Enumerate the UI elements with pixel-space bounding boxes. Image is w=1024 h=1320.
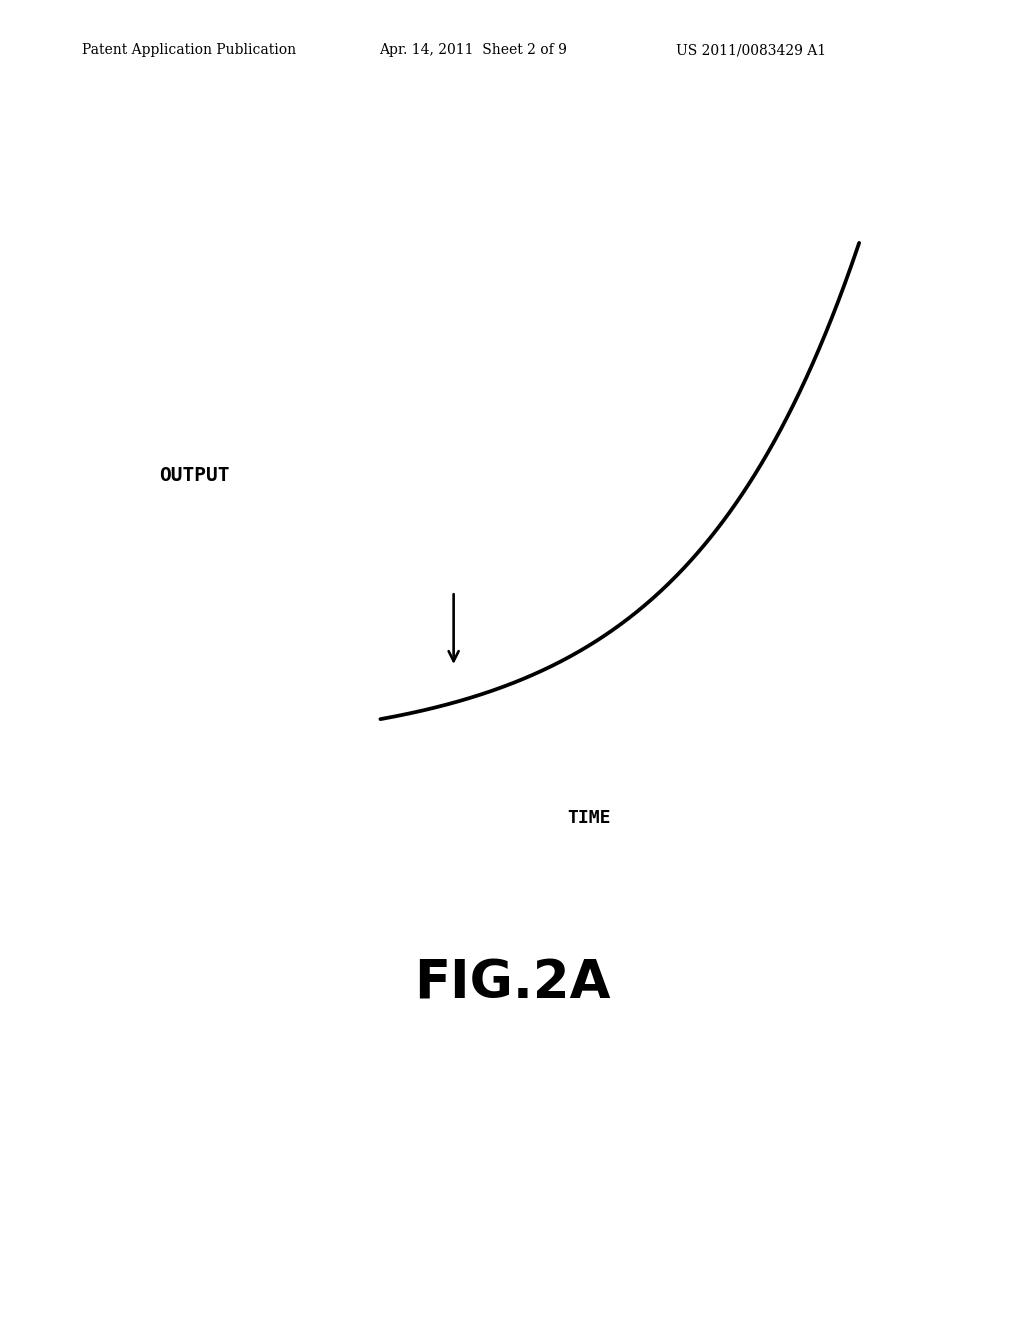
Text: Patent Application Publication: Patent Application Publication [82,44,296,57]
Text: OUTPUT: OUTPUT [160,466,229,484]
Text: TIME: TIME [567,809,610,826]
Text: Apr. 14, 2011  Sheet 2 of 9: Apr. 14, 2011 Sheet 2 of 9 [379,44,566,57]
Text: FIG.2A: FIG.2A [414,957,610,1010]
Text: US 2011/0083429 A1: US 2011/0083429 A1 [676,44,826,57]
